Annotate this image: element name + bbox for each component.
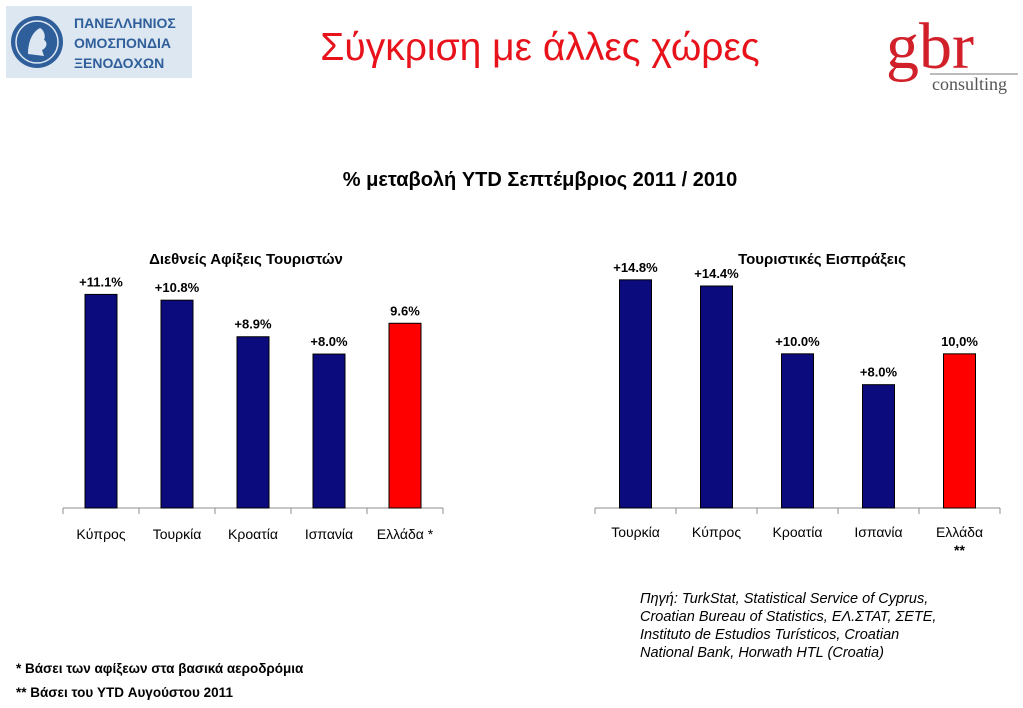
data-label: 9.6% <box>390 303 420 318</box>
bar <box>312 353 346 509</box>
data-label: +8.0% <box>310 334 348 349</box>
source-note: Πηγή: TurkStat, Statistical Service of C… <box>640 591 937 661</box>
chart-title: Τουριστικές Εισπράξεις <box>738 251 906 268</box>
category-label: Κροατία <box>228 526 278 542</box>
hotel-federation-logo: ΠΑΝΕΛΛΗΝΙΟΣ ΟΜΟΣΠΟΝΔΙΑ ΞΕΝΟΔΟΧΩΝ <box>6 6 192 78</box>
arrivals-bar-chart: Διεθνείς Αφίξεις Τουριστών +11.1% Κύπρος +1… <box>62 251 444 542</box>
bar <box>862 384 895 509</box>
bar <box>236 336 270 509</box>
data-label: +14.8% <box>613 260 658 275</box>
category-label: Τουρκία <box>153 526 202 542</box>
logo-left-line-2: ΟΜΟΣΠΟΝΔΙΑ <box>74 35 171 51</box>
category-label: Κύπρος <box>76 526 125 542</box>
bar-highlight <box>943 353 976 509</box>
logo-emblem-head <box>28 28 47 56</box>
bar <box>781 353 814 509</box>
logo-left-line-3: ΞΕΝΟΔΟΧΩΝ <box>74 55 164 71</box>
category-label: Ισπανία <box>854 524 902 540</box>
data-label: 10,0% <box>941 334 978 349</box>
bar <box>700 285 733 509</box>
category-label: Ισπανία <box>305 526 353 542</box>
bar <box>84 293 118 509</box>
receipts-bar-chart: Τουριστικές Εισπράξεις +14.8% Τουρκία +14.4… <box>594 251 1001 558</box>
chart-subtitle: % μεταβολή YTD Σεπτέμβριος 2011 / 2010 <box>342 169 738 191</box>
category-label: Κροατία <box>773 524 823 540</box>
bar <box>160 299 194 509</box>
bar-highlight <box>388 322 422 509</box>
category-label: ** <box>954 542 965 558</box>
category-label: Τουρκία <box>611 524 660 540</box>
logo-emblem-ring <box>15 20 59 64</box>
bar <box>619 279 652 509</box>
logo-left-line-1: ΠΑΝΕΛΛΗΝΙΟΣ <box>74 15 176 31</box>
category-label: Κύπρος <box>692 524 741 540</box>
logo-right-main: gbr <box>886 10 974 83</box>
category-label: Ελλάδα * <box>377 526 434 542</box>
data-label: +10.8% <box>155 280 200 295</box>
gbr-consulting-logo: gbr consulting <box>886 10 1018 94</box>
data-label: +14.4% <box>694 266 739 281</box>
logo-right-sub: consulting <box>932 74 1007 94</box>
data-label: +10.0% <box>775 334 820 349</box>
data-label: +8.0% <box>860 365 898 380</box>
data-label: +11.1% <box>79 274 123 289</box>
category-label: Ελλάδα <box>936 524 983 540</box>
data-label: +8.9% <box>234 317 272 332</box>
footnote-arrivals: * Βάσει των αφίξεων στα βασικά αεροδρόμι… <box>16 661 304 676</box>
footnote-ytd-august: ** Βάσει του YTD Αυγούστου 2011 <box>16 685 233 700</box>
page-title: Σύγκριση με άλλες χώρες <box>320 26 760 69</box>
chart-title: Διεθνείς Αφίξεις Τουριστών <box>149 251 343 268</box>
